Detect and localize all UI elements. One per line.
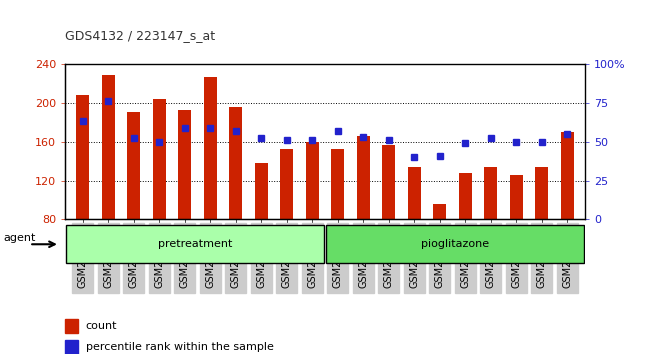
Bar — [434, 204, 446, 219]
Bar — [357, 136, 370, 219]
Text: GDS4132 / 223147_s_at: GDS4132 / 223147_s_at — [65, 29, 215, 42]
Bar — [179, 110, 191, 219]
Bar — [102, 75, 114, 219]
Bar — [382, 145, 395, 219]
Bar — [510, 175, 523, 219]
Bar — [536, 167, 548, 219]
Text: pretreatment: pretreatment — [158, 239, 232, 249]
Bar — [408, 167, 421, 219]
Text: pioglitazone: pioglitazone — [421, 239, 489, 249]
Bar — [280, 149, 293, 219]
Bar — [204, 78, 216, 219]
Bar — [306, 142, 318, 219]
Bar — [229, 107, 242, 219]
FancyBboxPatch shape — [66, 225, 324, 263]
Bar — [332, 149, 344, 219]
Bar — [65, 340, 78, 354]
Text: percentile rank within the sample: percentile rank within the sample — [86, 342, 274, 352]
Bar — [484, 167, 497, 219]
Bar — [127, 113, 140, 219]
FancyBboxPatch shape — [326, 225, 584, 263]
Bar — [459, 173, 471, 219]
Bar — [255, 163, 268, 219]
Text: count: count — [86, 321, 117, 331]
Bar — [65, 319, 78, 333]
Bar — [153, 99, 166, 219]
Bar — [77, 95, 89, 219]
Text: agent: agent — [3, 233, 36, 243]
Bar — [561, 132, 573, 219]
